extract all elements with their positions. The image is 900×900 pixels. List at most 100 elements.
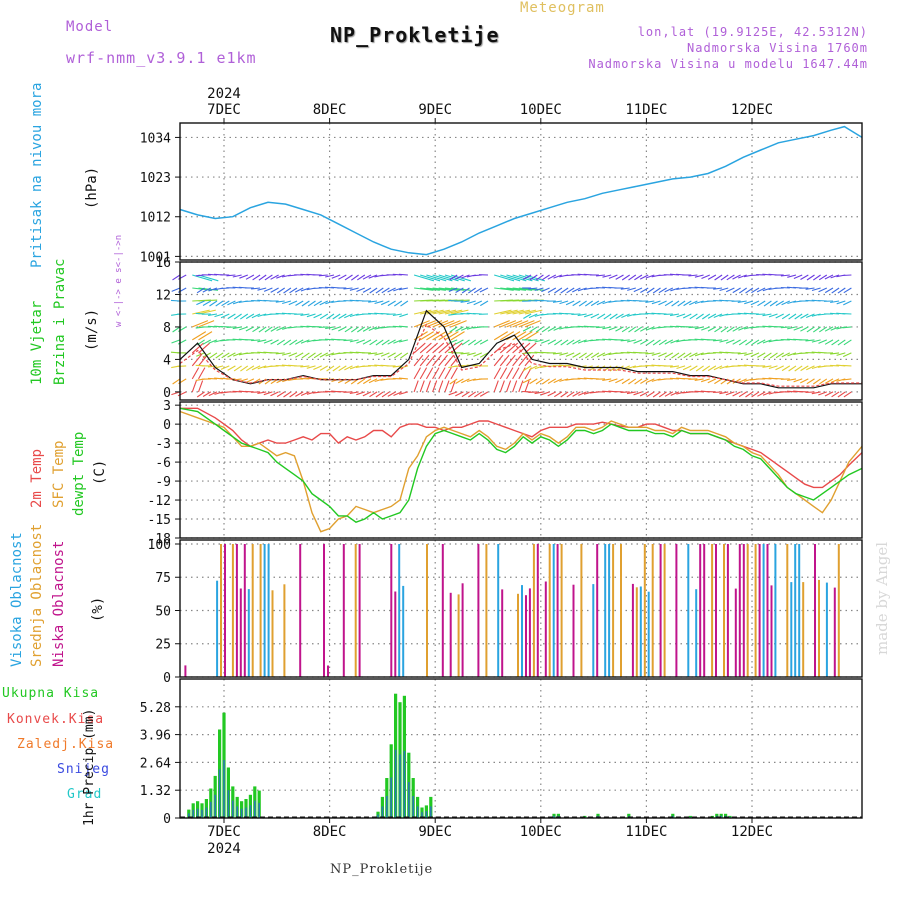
wind-arrow	[652, 287, 661, 294]
wind-arrow	[547, 378, 557, 384]
wind-arrow	[467, 339, 477, 346]
wind-arrow	[295, 300, 304, 306]
precip-panel-frame	[179, 678, 863, 819]
wind-arrow	[306, 365, 316, 369]
wind-arrow	[479, 352, 489, 358]
wind-arrow	[781, 300, 791, 306]
wind-arrow	[276, 326, 285, 332]
credit-text: made by Angel	[873, 541, 891, 655]
pressure-ytick-label: 1001	[140, 250, 171, 265]
wind-arrow	[208, 391, 218, 397]
wind-arrow	[738, 326, 747, 331]
wind-arrow	[425, 354, 436, 367]
wind-arrow	[301, 352, 310, 359]
cloud-bar	[715, 544, 717, 677]
wind-panel-bg	[180, 262, 862, 400]
wind-arrow	[602, 274, 612, 278]
wind-arrow	[362, 339, 372, 345]
clouds-ytick-label: 100	[148, 538, 171, 553]
wind-arrow	[745, 391, 754, 398]
wind-arrow	[257, 339, 267, 343]
wind-arrow	[751, 391, 760, 398]
wind-arrow	[245, 326, 255, 332]
cloud-bar	[612, 544, 615, 677]
wind-arrow	[645, 364, 655, 367]
temp-sfc-label: SFC Temp	[51, 440, 67, 508]
year-label-top: 2024	[207, 86, 241, 102]
wind-arrow	[732, 339, 741, 345]
footer-station: NP_Prokletije	[330, 862, 434, 877]
wind-arrow	[842, 364, 852, 367]
wind-arrow	[523, 313, 532, 319]
wind-arrow	[444, 331, 459, 341]
wind-arrow	[578, 300, 587, 307]
cloud-bar	[766, 544, 769, 677]
wind-arrow	[512, 367, 520, 380]
wind-panel-frame	[179, 261, 863, 401]
wind-arrow	[413, 342, 426, 354]
precip-snow-bar	[408, 782, 410, 818]
wind-arrow	[664, 391, 674, 397]
precip-snow-bar	[553, 815, 555, 818]
wind-arrow	[438, 274, 459, 282]
wind-arrow	[325, 274, 335, 278]
wind-arrow	[455, 326, 464, 332]
wind-arrow	[806, 274, 815, 281]
wind-arrow	[438, 380, 444, 393]
model-name: wrf-nmm_v3.9.1 e1km	[66, 49, 257, 67]
wind-arrow	[664, 300, 674, 307]
clouds-panel-frame	[179, 539, 863, 678]
wind-arrow	[240, 365, 249, 372]
temperature-ytick-label: -18	[148, 532, 171, 547]
wind-arrow	[837, 339, 846, 346]
wind-arrow	[639, 274, 649, 280]
wind-arrow	[645, 312, 655, 315]
wind-arrow	[689, 365, 698, 371]
cloud-bar	[521, 585, 523, 677]
wind-arrow	[800, 326, 809, 332]
wind-arrow	[651, 352, 661, 356]
wind-arrow	[824, 274, 834, 280]
cloud-bar	[580, 544, 583, 677]
wind-arrow	[392, 313, 402, 317]
wind-arrow	[356, 339, 365, 344]
wind-arrow	[251, 365, 261, 371]
wind-arrow	[307, 352, 316, 359]
wind-arrow	[528, 391, 538, 393]
precip-snow-bar	[218, 769, 221, 818]
wind-arrow	[306, 313, 316, 318]
cloud-bar	[818, 579, 820, 677]
wind-arrow	[658, 339, 667, 346]
cloud-bar	[497, 544, 500, 677]
wind-arrow	[842, 378, 852, 381]
wind-arrow	[387, 352, 396, 358]
cloud-bar	[271, 590, 274, 677]
wind-arrow	[559, 378, 569, 382]
wind-arrow	[493, 354, 504, 367]
wind-arrow	[645, 300, 655, 303]
wind-arrow	[824, 326, 834, 332]
wind-arrow	[669, 377, 680, 380]
precip-snow-bar	[390, 777, 392, 818]
precip-ytick-label: 1.32	[140, 784, 171, 799]
wind-arrow	[811, 339, 821, 343]
wind-arrow	[506, 274, 527, 282]
elevation-text: Nadmorska Visina 1760m	[687, 41, 868, 55]
wind-arrow	[745, 287, 754, 294]
wind-arrow	[460, 300, 470, 303]
wind-arrow	[494, 287, 514, 291]
wind-arrow	[282, 300, 292, 305]
wind-arrow	[529, 378, 538, 385]
wind-arrow	[701, 326, 710, 331]
wind-arrow	[251, 299, 261, 302]
wind-arrow	[652, 339, 661, 346]
temperature-ytick-label: -9	[155, 475, 171, 490]
wind-arrow	[450, 320, 467, 328]
wind-arrow	[172, 326, 181, 333]
wind-arrow	[400, 352, 409, 359]
wind-arrow	[413, 274, 435, 282]
wind-arrow	[393, 352, 403, 359]
wind-arrow	[554, 391, 563, 398]
wind-arrow	[553, 378, 563, 384]
wind-arrow	[449, 274, 458, 281]
